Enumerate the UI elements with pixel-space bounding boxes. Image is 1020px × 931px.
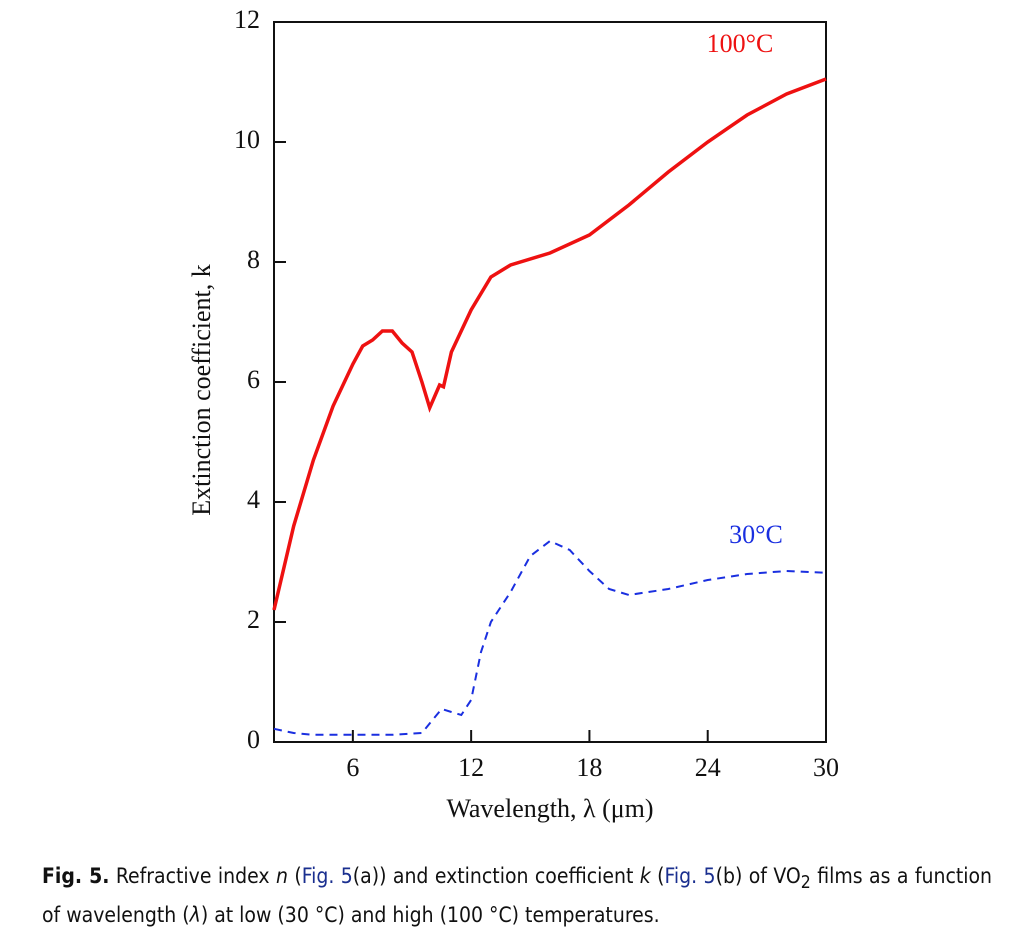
x-tick-label: 12 bbox=[458, 753, 484, 782]
data-line bbox=[273, 539, 827, 736]
y-tick-label: 12 bbox=[234, 5, 260, 34]
data-line bbox=[272, 77, 827, 611]
caption-symbol: λ bbox=[189, 903, 201, 928]
y-tick-label: 0 bbox=[247, 725, 260, 754]
x-tick-label: 24 bbox=[695, 753, 721, 782]
x-axis-label: Wavelength, λ (μm) bbox=[446, 794, 653, 823]
x-tick-label: 6 bbox=[346, 753, 359, 782]
caption-text: ( bbox=[650, 864, 665, 888]
caption-symbol: k bbox=[639, 864, 651, 888]
x-tick-label: 18 bbox=[576, 753, 602, 782]
y-tick-label: 4 bbox=[247, 485, 260, 514]
caption-text: ( bbox=[287, 864, 302, 888]
y-tick-label: 6 bbox=[247, 365, 260, 394]
x-tick-label: 30 bbox=[813, 753, 839, 782]
caption-subscript: 2 bbox=[800, 873, 811, 894]
caption-text: ) at low (30 °C) and high (100 °C) tempe… bbox=[200, 903, 660, 928]
caption-text: films as a function of wavelength ( bbox=[42, 864, 993, 928]
caption-text: (a)) and extinction coefficient bbox=[352, 864, 640, 888]
caption-label: Fig. 5. bbox=[42, 864, 110, 888]
y-tick-label: 8 bbox=[247, 245, 260, 274]
figure-caption: Fig. 5. Refractive index n (Fig. 5(a)) a… bbox=[42, 860, 992, 931]
caption-text: (b) of VO bbox=[715, 864, 801, 888]
chart: Wavelength, λ (μm) Extinction coefficien… bbox=[187, 5, 839, 823]
caption-symbol: n bbox=[275, 864, 288, 888]
series-label: 30°C bbox=[729, 520, 783, 549]
caption-text: Refractive index bbox=[109, 864, 276, 888]
series-label: 100°C bbox=[707, 29, 774, 58]
y-axis-label: Extinction coefficient, k bbox=[187, 264, 216, 516]
y-tick-label: 10 bbox=[234, 125, 260, 154]
figure-link[interactable]: Fig. 5 bbox=[664, 864, 716, 888]
figure-link[interactable]: Fig. 5 bbox=[301, 864, 353, 888]
plot-frame bbox=[273, 21, 827, 743]
y-tick-label: 2 bbox=[247, 605, 260, 634]
